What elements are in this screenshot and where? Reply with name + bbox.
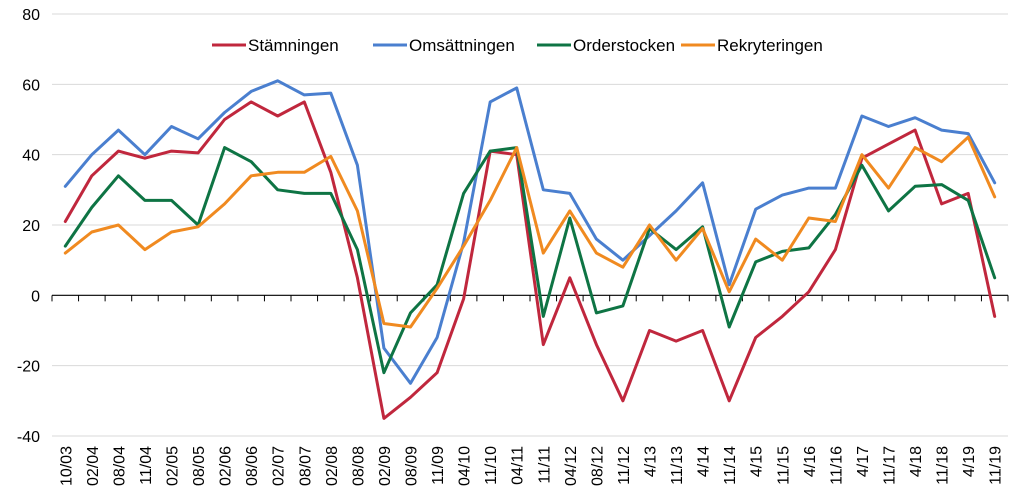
x-tick-label: 11/13 (669, 446, 686, 485)
x-tick-label: 11/09 (430, 446, 447, 485)
x-tick-label: 10/03 (58, 446, 75, 486)
x-tick-label: 08/12 (589, 446, 606, 486)
x-tick-label: 02/04 (85, 446, 102, 486)
x-tick-label: 08/04 (111, 446, 128, 486)
x-tick-label: 11/14 (722, 446, 739, 485)
x-tick-label: 4/17 (855, 446, 872, 477)
x-tick-label: 02/07 (271, 446, 288, 486)
y-tick-label: 80 (22, 7, 40, 24)
y-tick-label: 20 (22, 218, 40, 235)
x-tick-label: 4/19 (961, 446, 978, 477)
x-tick-label: 04/11 (510, 446, 527, 485)
y-tick-label: 40 (22, 148, 40, 165)
y-tick-label: 0 (31, 288, 40, 305)
series-line-orderstocken (63, 146, 997, 375)
x-tick-label: 11/11 (536, 446, 553, 484)
x-tick-label: 4/18 (908, 446, 925, 477)
x-tick-label: 08/07 (297, 446, 314, 486)
series-line-omsättningen (63, 79, 997, 385)
series-lines (63, 79, 997, 420)
x-tick-label: 4/13 (643, 446, 660, 477)
y-tick-label: 60 (22, 77, 40, 94)
x-tick-label: 11/16 (828, 446, 845, 485)
y-tick-label: -20 (17, 359, 40, 376)
x-tick-label: 11/17 (882, 446, 899, 485)
legend: Stämningen Omsättningen Orderstocken Rekryt… (212, 36, 823, 55)
x-tick-label: 4/14 (696, 446, 713, 477)
x-tick-label: 11/18 (935, 446, 952, 485)
series-line-stämningen (63, 100, 997, 420)
legend-label: Stämningen (248, 36, 339, 55)
x-tick-label: 08/06 (244, 446, 261, 486)
x-tick-label: 04/10 (457, 446, 474, 486)
y-axis-ticks: -40 -20 0 20 40 60 80 (17, 7, 40, 446)
x-tick-label: 11/15 (775, 446, 792, 485)
x-tick-label: 11/19 (988, 446, 1005, 485)
legend-label: Rekryteringen (717, 36, 823, 55)
x-tick-label: 02/05 (165, 446, 182, 486)
x-tick-label: 08/08 (350, 446, 367, 486)
x-tick-label: 02/08 (324, 446, 341, 486)
x-tick-label: 4/15 (749, 446, 766, 477)
legend-label: Orderstocken (573, 36, 675, 55)
x-tick-label: 02/06 (218, 446, 235, 486)
x-tick-label: 11/10 (483, 446, 500, 485)
x-tick-label: 4/16 (802, 446, 819, 477)
x-tick-label: 08/05 (191, 446, 208, 486)
x-tick-label: 11/04 (138, 446, 155, 485)
x-tick-label: 11/12 (616, 446, 633, 485)
y-tick-label: -40 (17, 429, 40, 446)
legend-label: Omsättningen (409, 36, 515, 55)
x-tick-label: 02/09 (377, 446, 394, 486)
x-tick-label: 08/09 (404, 446, 421, 486)
series-line-rekryteringen (63, 135, 997, 329)
x-tick-label: 04/12 (563, 446, 580, 486)
x-axis: 10/03 02/04 08/04 11/04 02/05 08/05 02/06 08/06… (51, 294, 1009, 486)
